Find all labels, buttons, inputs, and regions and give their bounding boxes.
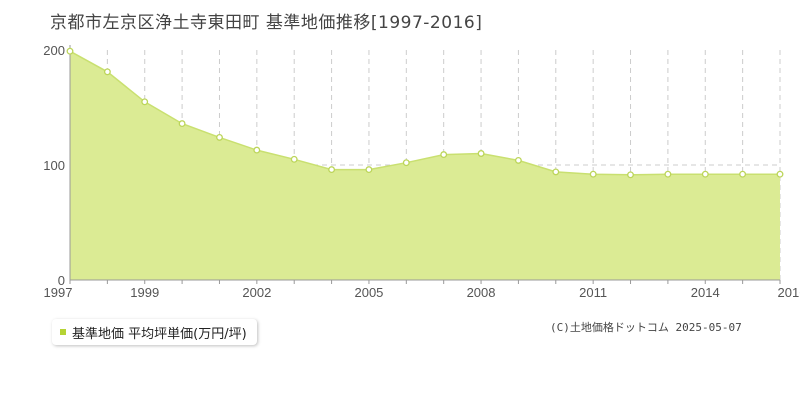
data-markers	[66, 47, 784, 179]
legend-label: 基準地価 平均坪単価(万円/坪)	[72, 326, 247, 342]
data-point	[589, 170, 597, 178]
data-point	[253, 146, 261, 154]
area-fill	[70, 51, 780, 281]
data-point	[739, 170, 747, 178]
legend: 基準地価 平均坪単価(万円/坪)	[52, 319, 257, 345]
data-point	[103, 68, 111, 76]
data-point	[552, 168, 560, 176]
y-tick-label: 200	[43, 43, 65, 58]
data-point	[178, 120, 186, 128]
copyright-text: (C)土地価格ドットコム 2025-05-07	[550, 321, 742, 334]
data-point	[701, 170, 709, 178]
data-point	[365, 166, 373, 174]
data-point	[402, 159, 410, 167]
x-tick-label: 2014	[691, 285, 720, 300]
data-point	[514, 156, 522, 164]
data-point	[66, 47, 74, 55]
x-tick-label: 2002	[242, 285, 271, 300]
x-tick-label: 2016	[778, 285, 800, 300]
x-tick-label: 2011	[579, 285, 607, 300]
data-point	[776, 170, 784, 178]
axes	[69, 45, 781, 284]
data-point	[328, 166, 336, 174]
x-tick-label: 2005	[354, 285, 383, 300]
data-point	[290, 155, 298, 163]
legend-swatch	[60, 329, 66, 335]
data-point	[664, 170, 672, 178]
data-point	[141, 98, 149, 106]
x-tick-label: 2008	[467, 285, 496, 300]
chart-title: 京都市左京区浄土寺東田町 基準地価推移[1997-2016]	[50, 13, 483, 33]
series-line	[69, 50, 780, 176]
y-tick-labels: 0 100 200	[43, 43, 65, 288]
y-tick-label: 100	[43, 158, 65, 173]
x-tick-label: 1997	[44, 285, 73, 300]
data-point	[216, 133, 223, 141]
data-point	[627, 171, 634, 179]
data-point	[477, 150, 485, 157]
x-tick-label: 1999	[130, 285, 159, 300]
y-tick-label: 0	[58, 273, 65, 288]
x-tick-labels: 1997 1999 2002 2005 2008 2011 2014 2016	[44, 285, 800, 300]
data-point	[440, 151, 448, 159]
